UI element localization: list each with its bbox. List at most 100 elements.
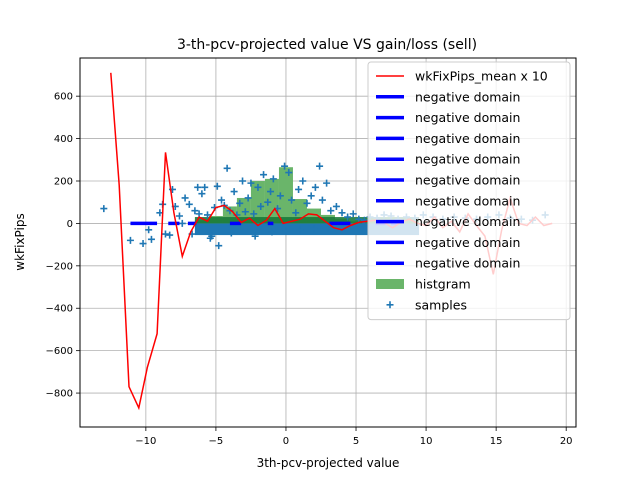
samples-band-lower	[194, 223, 420, 236]
sample-point	[269, 175, 277, 183]
legend: wkFixPips_mean x 10 negative domain negati…	[367, 61, 571, 321]
y-tick-label: −200	[46, 261, 73, 272]
sample-point	[282, 227, 290, 235]
sample-point	[311, 183, 319, 191]
sample-point	[241, 208, 249, 216]
legend-label: negative domain	[415, 214, 520, 229]
chart-title: 3-th-pcv-projected value VS gain/loss (s…	[177, 37, 477, 53]
legend-label: negative domain	[415, 89, 520, 104]
sample-point	[147, 235, 155, 243]
sample-point	[260, 171, 268, 179]
sample-point	[332, 202, 340, 210]
sample-point	[285, 169, 293, 177]
sample-point	[316, 162, 324, 170]
y-tick-label: 600	[54, 92, 73, 103]
legend-label: negative domain	[415, 193, 520, 208]
legend-label: samples	[415, 297, 467, 312]
legend-label: negative domain	[415, 256, 520, 271]
x-tick-label: 20	[560, 436, 573, 447]
samples-band	[194, 217, 420, 236]
legend-label: wkFixPips_mean x 10	[415, 69, 548, 84]
y-tick-label: 200	[54, 177, 73, 188]
sample-point	[307, 192, 315, 200]
sample-point	[250, 210, 258, 218]
y-axis-label: wkFixPips	[13, 213, 27, 270]
y-tick-label: 0	[67, 219, 73, 230]
sample-point	[281, 162, 289, 170]
x-axis-label: 3th-pcv-projected value	[257, 456, 400, 470]
sample-point	[175, 212, 183, 220]
x-tick-label: 15	[490, 436, 503, 447]
sample-point	[166, 231, 174, 239]
sample-point	[204, 211, 212, 219]
plot-frame	[79, 57, 577, 428]
samples-band-upper	[194, 217, 420, 224]
sample-point	[267, 188, 275, 196]
sample-point	[310, 225, 318, 233]
x-tick-label: 0	[283, 436, 289, 447]
sample-point	[359, 222, 367, 230]
sample-point	[303, 199, 311, 207]
y-tick-label: 400	[54, 134, 73, 145]
y-tick-label: −600	[46, 346, 73, 357]
x-ticks: −10 −5 0 5 10 15 20	[135, 427, 573, 447]
sample-point	[288, 196, 296, 204]
sample-point	[323, 179, 331, 187]
y-ticks: −800 −600 −400 −200 0 200 400 600	[46, 92, 80, 400]
sample-point	[254, 183, 262, 191]
legend-label: histgram	[415, 277, 471, 292]
sample-point	[185, 200, 193, 208]
sample-point	[344, 213, 352, 221]
sample-point	[247, 179, 255, 187]
sample-point	[218, 196, 226, 204]
y-tick-label: −800	[46, 389, 73, 400]
legend-swatch-samples	[386, 301, 394, 309]
sample-point	[349, 210, 357, 218]
sample-point	[327, 207, 335, 215]
x-tick-label: −5	[209, 436, 224, 447]
legend-box	[367, 61, 571, 321]
sample-point	[338, 209, 346, 217]
sample-point	[251, 232, 259, 240]
sample-point	[299, 177, 307, 185]
sample-point	[194, 183, 202, 191]
histogram-bar	[264, 178, 279, 224]
legend-label: negative domain	[415, 131, 520, 146]
sample-point	[230, 188, 238, 196]
sample-point	[295, 185, 303, 193]
sample-point	[201, 183, 209, 191]
sample-point	[206, 234, 214, 242]
sample-point	[324, 224, 332, 232]
sample-point	[178, 219, 186, 227]
x-tick-label: 10	[420, 436, 433, 447]
sample-point	[292, 209, 300, 217]
x-tick-label: −10	[135, 436, 156, 447]
sample-point	[236, 199, 244, 207]
sample-point	[296, 226, 304, 234]
sample-point	[198, 190, 206, 198]
legend-label: negative domain	[415, 235, 520, 250]
sample-point	[264, 198, 272, 206]
sample-point	[239, 177, 247, 185]
sample-point	[100, 205, 108, 213]
sample-point	[145, 226, 153, 234]
legend-label: negative domain	[415, 173, 520, 188]
legend-label: negative domain	[415, 152, 520, 167]
sample-point	[161, 230, 169, 238]
sample-point	[126, 236, 134, 244]
sample-point	[223, 164, 231, 172]
sample-point	[227, 229, 235, 237]
sample-point	[213, 182, 221, 190]
histogram-bar	[278, 167, 293, 224]
sample-point	[257, 202, 265, 210]
sample-point	[139, 240, 147, 248]
sample-point	[244, 194, 252, 202]
legend-swatch-histogram	[376, 279, 404, 289]
sample-point	[318, 196, 326, 204]
sample-point	[195, 210, 203, 218]
sample-point	[181, 194, 189, 202]
sample-point	[355, 215, 363, 223]
legend-label: negative domain	[415, 110, 520, 125]
sample-point	[360, 216, 368, 224]
